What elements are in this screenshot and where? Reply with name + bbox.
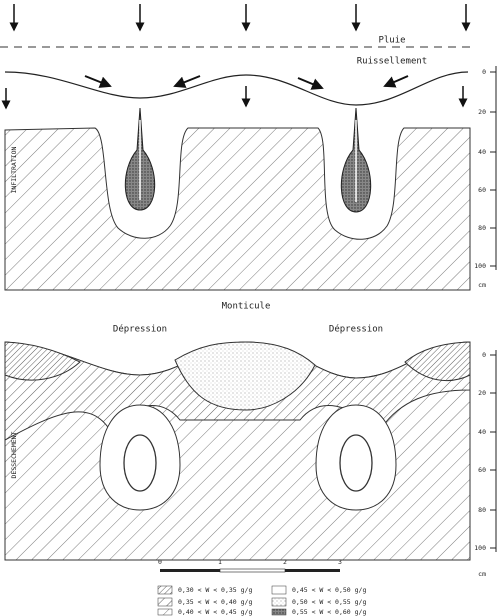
- legend-label: 0,50 < W < 0,55 g/g: [292, 598, 366, 606]
- depth-tick: 40: [478, 148, 486, 156]
- depth-tick: 60: [478, 186, 486, 194]
- runoff-label: Ruissellement: [357, 57, 427, 67]
- depth-tick: 0: [482, 68, 486, 76]
- depth-tick: 20: [478, 108, 486, 116]
- scale-tick: 0: [158, 558, 162, 566]
- legend-label: 0,30 < W < 0,35 g/g: [178, 586, 252, 594]
- legend-label: 0,35 < W < 0,40 g/g: [178, 598, 252, 606]
- rain-arrows: [14, 4, 466, 30]
- panel-label: DESSECHEMENT: [10, 431, 18, 478]
- rain-label: Pluie: [378, 36, 405, 46]
- legend-label: 0,45 < W < 0,50 g/g: [292, 586, 366, 594]
- annotation: Dépression: [329, 324, 383, 335]
- surface: [5, 72, 468, 105]
- legend: 0,30 < W < 0,35 g/g 0,35 < W < 0,40 g/g …: [158, 586, 366, 616]
- depth-tick: 20: [478, 389, 486, 397]
- depth-tick: 0: [482, 351, 486, 359]
- depth-tick: 100: [474, 262, 486, 270]
- depth-tick: 40: [478, 428, 486, 436]
- legend-label: 0,55 < W < 0,60 g/g: [292, 608, 366, 616]
- depth-tick: 80: [478, 224, 486, 232]
- panel-label: INFILTRATION: [10, 146, 18, 193]
- moist-core: [124, 435, 156, 491]
- depth-axis: 0 20 40 60 80 100 cm: [474, 66, 496, 289]
- depth-tick: 80: [478, 506, 486, 514]
- depth-tick: 100: [474, 544, 486, 552]
- legend-label: 0,40 < W < 0,45 g/g: [178, 608, 252, 616]
- moist-core: [340, 435, 372, 491]
- scale-tick: 3: [338, 558, 342, 566]
- depth-axis: 0 20 40 60 80 100 cm: [474, 350, 496, 578]
- depth-tick: 60: [478, 466, 486, 474]
- depth-unit: cm: [478, 281, 486, 289]
- soil-dry: [5, 128, 470, 290]
- diagram: Pluie Ruissellement INFILTRATION 0 20 40…: [0, 0, 502, 616]
- depth-unit: cm: [478, 570, 486, 578]
- scale-tick: 2: [283, 558, 287, 566]
- annotation: Monticule: [222, 302, 271, 312]
- annotation: Dépression: [113, 324, 167, 335]
- scale-tick: 1: [218, 558, 222, 566]
